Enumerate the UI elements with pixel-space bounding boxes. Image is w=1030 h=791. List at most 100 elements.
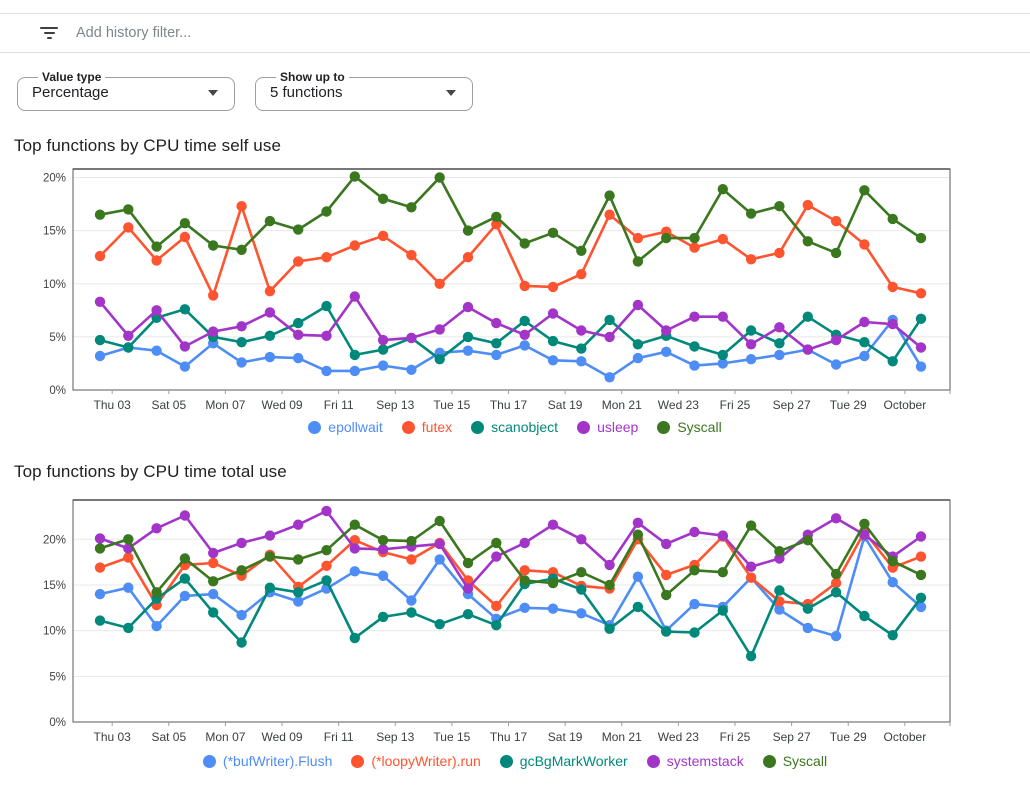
data-point[interactable] bbox=[491, 317, 502, 329]
data-point[interactable] bbox=[745, 572, 757, 583]
data-point[interactable] bbox=[94, 588, 106, 600]
data-point[interactable] bbox=[293, 352, 304, 364]
data-point[interactable] bbox=[349, 291, 360, 302]
data-point[interactable] bbox=[745, 651, 757, 662]
data-point[interactable] bbox=[208, 576, 219, 587]
data-point[interactable] bbox=[859, 316, 870, 328]
data-point[interactable] bbox=[434, 554, 445, 565]
data-point[interactable] bbox=[151, 305, 162, 316]
data-point[interactable] bbox=[604, 209, 615, 220]
data-point[interactable] bbox=[151, 345, 162, 356]
data-point[interactable] bbox=[208, 607, 219, 618]
data-point[interactable] bbox=[462, 557, 474, 569]
cpu-self-use-chart[interactable]: 0% 5% 10% 15% 20% Thu 03 Sat 05 Mon 07 Wed 09 Fri… bbox=[14, 163, 1014, 415]
data-point[interactable] bbox=[377, 535, 389, 546]
data-point[interactable] bbox=[151, 620, 162, 632]
data-point[interactable] bbox=[915, 313, 927, 324]
data-point[interactable] bbox=[264, 551, 276, 562]
data-point[interactable] bbox=[689, 311, 700, 322]
data-point[interactable] bbox=[717, 233, 728, 245]
series-Syscall[interactable] bbox=[94, 515, 927, 601]
data-point[interactable] bbox=[830, 247, 842, 259]
data-point[interactable] bbox=[547, 577, 559, 589]
data-point[interactable] bbox=[661, 232, 672, 244]
data-point[interactable] bbox=[661, 626, 672, 637]
data-point[interactable] bbox=[802, 199, 813, 211]
data-point[interactable] bbox=[293, 317, 304, 329]
data-point[interactable] bbox=[887, 630, 898, 641]
data-point[interactable] bbox=[576, 534, 587, 545]
data-point[interactable] bbox=[547, 355, 559, 366]
series-usleep[interactable] bbox=[94, 291, 927, 355]
data-point[interactable] bbox=[208, 588, 219, 600]
data-point[interactable] bbox=[689, 341, 700, 352]
data-point[interactable] bbox=[774, 322, 785, 333]
data-point[interactable] bbox=[236, 565, 247, 576]
data-point[interactable] bbox=[887, 213, 898, 225]
data-point[interactable] bbox=[859, 239, 870, 250]
data-point[interactable] bbox=[349, 171, 360, 182]
data-point[interactable] bbox=[717, 530, 728, 541]
data-point[interactable] bbox=[349, 543, 360, 554]
data-point[interactable] bbox=[491, 537, 502, 549]
data-point[interactable] bbox=[547, 335, 559, 347]
data-point[interactable] bbox=[94, 562, 106, 573]
data-point[interactable] bbox=[462, 301, 474, 313]
history-filter-bar[interactable] bbox=[0, 14, 1030, 52]
data-point[interactable] bbox=[915, 342, 927, 353]
data-point[interactable] bbox=[491, 338, 502, 349]
data-point[interactable] bbox=[632, 517, 644, 528]
data-point[interactable] bbox=[94, 250, 106, 262]
data-point[interactable] bbox=[236, 244, 247, 255]
data-point[interactable] bbox=[406, 554, 417, 565]
data-point[interactable] bbox=[519, 340, 530, 351]
data-point[interactable] bbox=[434, 515, 445, 527]
data-point[interactable] bbox=[406, 607, 417, 618]
data-point[interactable] bbox=[179, 304, 191, 315]
data-point[interactable] bbox=[774, 546, 785, 557]
data-point[interactable] bbox=[462, 583, 474, 594]
data-point[interactable] bbox=[94, 209, 106, 220]
data-point[interactable] bbox=[208, 326, 219, 337]
data-point[interactable] bbox=[349, 349, 360, 361]
data-point[interactable] bbox=[859, 610, 870, 622]
data-point[interactable] bbox=[123, 552, 134, 563]
data-point[interactable] bbox=[293, 554, 304, 565]
data-point[interactable] bbox=[830, 568, 842, 580]
value-type-select[interactable]: Value type Percentage bbox=[17, 70, 235, 111]
data-point[interactable] bbox=[519, 238, 530, 249]
data-point[interactable] bbox=[406, 202, 417, 213]
data-point[interactable] bbox=[123, 204, 134, 215]
data-point[interactable] bbox=[576, 567, 587, 578]
data-point[interactable] bbox=[151, 241, 162, 252]
data-point[interactable] bbox=[859, 518, 870, 529]
data-point[interactable] bbox=[321, 252, 332, 263]
data-point[interactable] bbox=[406, 332, 417, 344]
data-point[interactable] bbox=[151, 523, 162, 534]
data-point[interactable] bbox=[208, 290, 219, 301]
series-gcBgMarkWorker[interactable] bbox=[94, 573, 927, 662]
data-point[interactable] bbox=[179, 341, 191, 352]
data-point[interactable] bbox=[604, 579, 615, 591]
data-point[interactable] bbox=[547, 519, 559, 530]
data-point[interactable] bbox=[717, 605, 728, 616]
show-up-to-select[interactable]: Show up to 5 functions bbox=[255, 70, 473, 111]
data-point[interactable] bbox=[576, 356, 587, 367]
data-point[interactable] bbox=[462, 252, 474, 263]
data-point[interactable] bbox=[745, 254, 757, 265]
data-point[interactable] bbox=[689, 565, 700, 576]
data-point[interactable] bbox=[802, 344, 813, 355]
data-point[interactable] bbox=[661, 346, 672, 357]
data-point[interactable] bbox=[434, 324, 445, 335]
data-point[interactable] bbox=[208, 557, 219, 569]
data-point[interactable] bbox=[915, 601, 927, 613]
data-point[interactable] bbox=[236, 201, 247, 212]
data-point[interactable] bbox=[94, 296, 106, 307]
data-point[interactable] bbox=[887, 577, 898, 588]
data-point[interactable] bbox=[576, 269, 587, 280]
data-point[interactable] bbox=[689, 360, 700, 371]
data-point[interactable] bbox=[321, 575, 332, 586]
data-point[interactable] bbox=[632, 339, 644, 350]
data-point[interactable] bbox=[434, 172, 445, 183]
data-point[interactable] bbox=[321, 300, 332, 312]
